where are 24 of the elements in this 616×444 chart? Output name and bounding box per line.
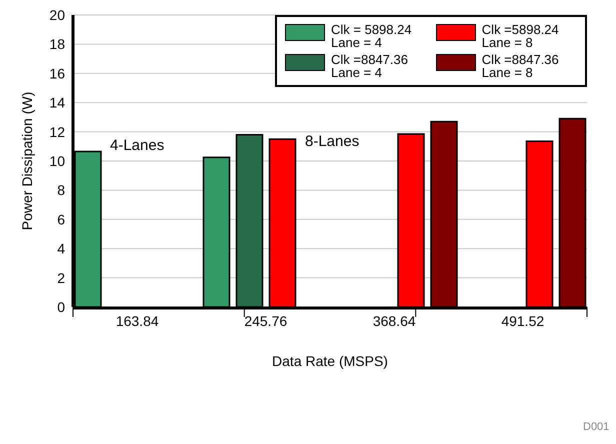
y-tick-label: 8	[57, 182, 66, 198]
annotation: 4-Lanes	[110, 137, 164, 154]
legend-label: Clk =5898.24 Lane = 8	[482, 22, 559, 50]
legend-label: Clk = 5898.24 Lane = 4	[331, 22, 412, 50]
y-tick-label: 6	[57, 211, 66, 228]
text: D001	[583, 421, 610, 433]
y-axis-title: Power Dissipation (W)	[18, 92, 35, 230]
y-tick-label: 4	[57, 240, 66, 257]
y-tick-label: 12	[49, 124, 66, 140]
legend-label: Clk =8847.36 Lane = 4	[331, 52, 408, 80]
annotation: 8-Lanes	[305, 133, 360, 150]
x-tick-label: 163.84	[116, 312, 159, 329]
x-axis-title: Data Rate (MSPS)	[272, 353, 388, 369]
y-tick-label: 10	[49, 152, 66, 169]
y-tick-label: 2	[57, 270, 66, 286]
x-tick-label: 245.76	[244, 312, 288, 329]
x-tick-label: 368.64	[372, 312, 416, 329]
x-tick-label: 491.52	[501, 312, 544, 329]
y-tick-label: 14	[49, 94, 66, 111]
legend-label: Clk =8847.36 Lane = 8	[482, 52, 559, 80]
y-tick-label: 18	[49, 36, 66, 52]
y-tick-label: 0	[57, 298, 66, 315]
y-tick-label: 20	[49, 6, 66, 23]
y-tick-label: 16	[49, 65, 66, 82]
